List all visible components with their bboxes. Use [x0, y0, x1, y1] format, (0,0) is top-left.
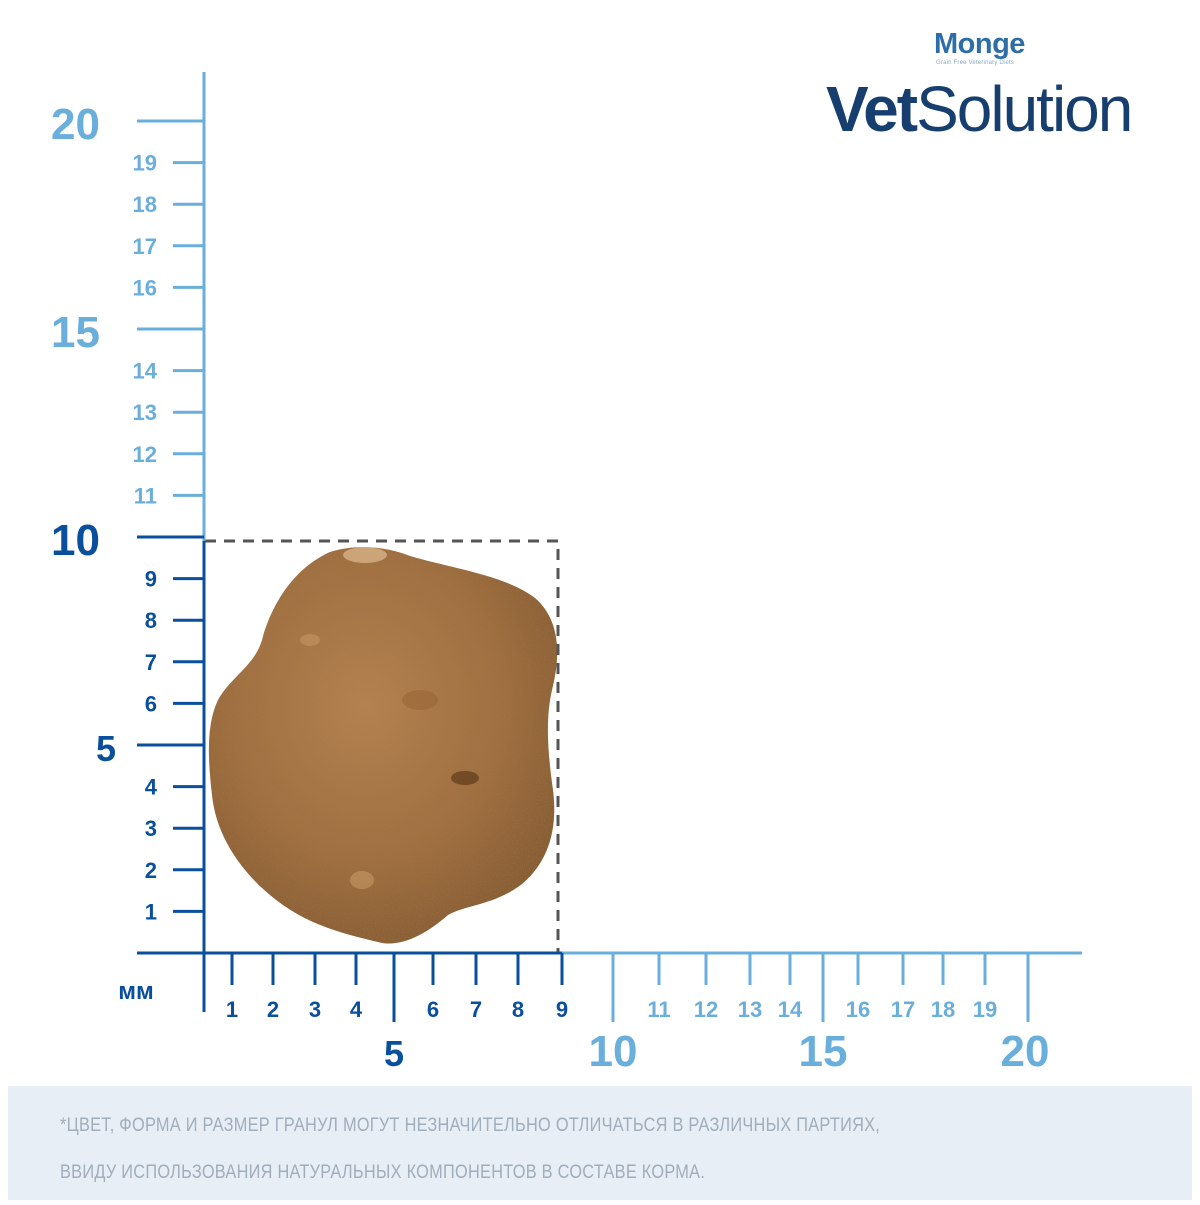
- x-minor-tick-label: 14: [778, 997, 803, 1022]
- y-minor-tick-label: 17: [133, 234, 157, 259]
- footnote-panel: *ЦВЕТ, ФОРМА И РАЗМЕР ГРАНУЛ МОГУТ НЕЗНА…: [8, 1086, 1192, 1200]
- kibble-bounding-box: [205, 539, 560, 953]
- y-minor-tick-label: 14: [133, 359, 158, 384]
- footnote-line-2: ВВИДУ ИСПОЛЬЗОВАНИЯ НАТУРАЛЬНЫХ КОМПОНЕН…: [60, 1162, 706, 1183]
- y-minor-tick-label: 4: [145, 775, 158, 800]
- vetsolution-logo: VetSolution: [826, 72, 1133, 146]
- y-minor-tick-label: 12: [133, 442, 157, 467]
- y-major-tick-label: 5: [96, 728, 116, 769]
- y-minor-tick-label: 8: [145, 608, 157, 633]
- y-minor-tick-label: 13: [133, 400, 157, 425]
- x-minor-tick-label: 6: [427, 997, 439, 1022]
- x-minor-tick-label: 7: [470, 997, 482, 1022]
- y-minor-tick-label: 18: [133, 192, 157, 217]
- y-major-tick-label: 15: [51, 308, 100, 357]
- monge-logo: Monge: [934, 28, 1025, 60]
- kibble-icon: [208, 547, 558, 944]
- y-minor-tick-label: 19: [133, 151, 157, 176]
- x-major-tick-label: 15: [799, 1027, 848, 1076]
- logo-vet: Vet: [826, 73, 918, 145]
- x-minor-tick-label: 9: [556, 997, 568, 1022]
- x-minor-tick-label: 16: [846, 997, 870, 1022]
- x-major-tick-label: 20: [1001, 1027, 1050, 1076]
- x-minor-tick-label: 19: [973, 997, 997, 1022]
- x-major-tick-label: 10: [589, 1027, 638, 1076]
- y-minor-tick-label: 6: [145, 691, 157, 716]
- x-major-tick-label: 5: [384, 1033, 404, 1074]
- y-major-tick-label: 20: [51, 100, 100, 149]
- x-minor-tick-label: 18: [931, 997, 955, 1022]
- unit-label: мм: [118, 978, 154, 1005]
- x-minor-tick-label: 13: [738, 997, 762, 1022]
- y-major-tick-label: 10: [51, 516, 100, 565]
- logo-solution: Solution: [916, 73, 1133, 145]
- y-minor-tick-label: 7: [145, 650, 157, 675]
- x-minor-tick-label: 11: [647, 997, 670, 1022]
- x-minor-tick-label: 12: [694, 997, 718, 1022]
- x-minor-tick-label: 3: [309, 997, 321, 1022]
- y-minor-tick-label: 16: [133, 275, 157, 300]
- x-minor-tick-label: 1: [226, 997, 238, 1022]
- y-minor-tick-label: 1: [145, 899, 157, 924]
- x-minor-tick-label: 4: [350, 997, 363, 1022]
- y-minor-tick-label: 11: [134, 483, 157, 508]
- y-minor-tick-label: 3: [145, 816, 157, 841]
- y-minor-tick-label: 9: [145, 567, 157, 592]
- x-minor-tick-label: 8: [512, 997, 524, 1022]
- y-minor-tick-label: 2: [145, 858, 157, 883]
- footnote-line-1: *ЦВЕТ, ФОРМА И РАЗМЕР ГРАНУЛ МОГУТ НЕЗНА…: [60, 1115, 881, 1136]
- x-minor-tick-label: 2: [267, 997, 279, 1022]
- x-minor-tick-label: 17: [891, 997, 915, 1022]
- monge-tagline: Grain Free Veterinary Diets: [936, 60, 1015, 66]
